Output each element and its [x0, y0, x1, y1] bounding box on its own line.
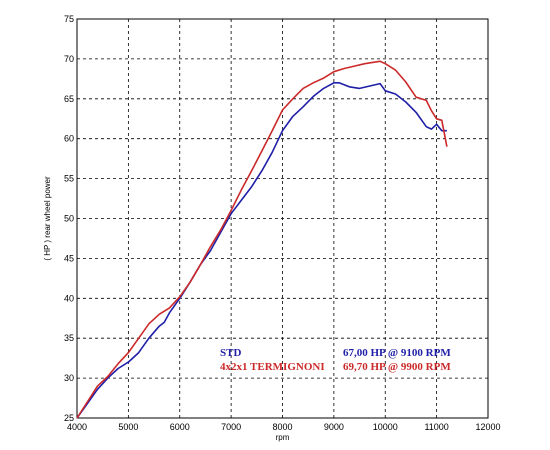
y-tick-label-65: 65: [64, 94, 74, 104]
y-tick-label-70: 70: [64, 54, 74, 64]
y-tick-label-40: 40: [64, 293, 74, 303]
legend-termignoni-summary: 69,70 HP @ 9900 RPM: [343, 361, 451, 373]
plot-frame: [76, 18, 489, 419]
chart-grid: [77, 19, 488, 418]
x-tick-label-8000: 8000: [272, 422, 292, 432]
legend-termignoni-name: 4x2x1 TERMIGNONI: [220, 361, 325, 373]
legend-std-summary: 67,00 HP @ 9100 RPM: [343, 347, 451, 359]
x-tick-label-6000: 6000: [170, 422, 190, 432]
y-tick-label-75: 75: [64, 14, 74, 24]
y-tick-label-60: 60: [64, 134, 74, 144]
y-tick-label-55: 55: [64, 174, 74, 184]
axis-ticks: 4000 5000 6000 7000 8000 9000 10000 11000 12000 2…: [64, 14, 501, 432]
x-axis-label: rpm: [276, 433, 290, 442]
series-line-termignoni: [76, 60, 448, 419]
x-tick-label-9000: 9000: [324, 422, 344, 432]
y-tick-label-45: 45: [64, 253, 74, 263]
y-axis-label: ( HP ) rear wheel power: [43, 176, 52, 261]
y-tick-label-30: 30: [64, 373, 74, 383]
legend: STD 67,00 HP @ 9100 RPM 4x2x1 TERMIGNONI…: [220, 347, 451, 373]
x-tick-label-12000: 12000: [475, 422, 500, 432]
x-tick-label-11000: 11000: [424, 422, 448, 432]
y-tick-label-35: 35: [64, 333, 74, 343]
y-tick-label-25: 25: [64, 413, 74, 423]
x-tick-label-5000: 5000: [118, 422, 138, 432]
series-line-std: [76, 82, 447, 419]
series-lines: [76, 60, 448, 419]
legend-std-name: STD: [220, 347, 241, 359]
x-tick-label-4000: 4000: [67, 422, 87, 432]
x-tick-label-10000: 10000: [373, 422, 398, 432]
y-tick-label-50: 50: [64, 214, 74, 224]
x-tick-label-7000: 7000: [221, 422, 241, 432]
